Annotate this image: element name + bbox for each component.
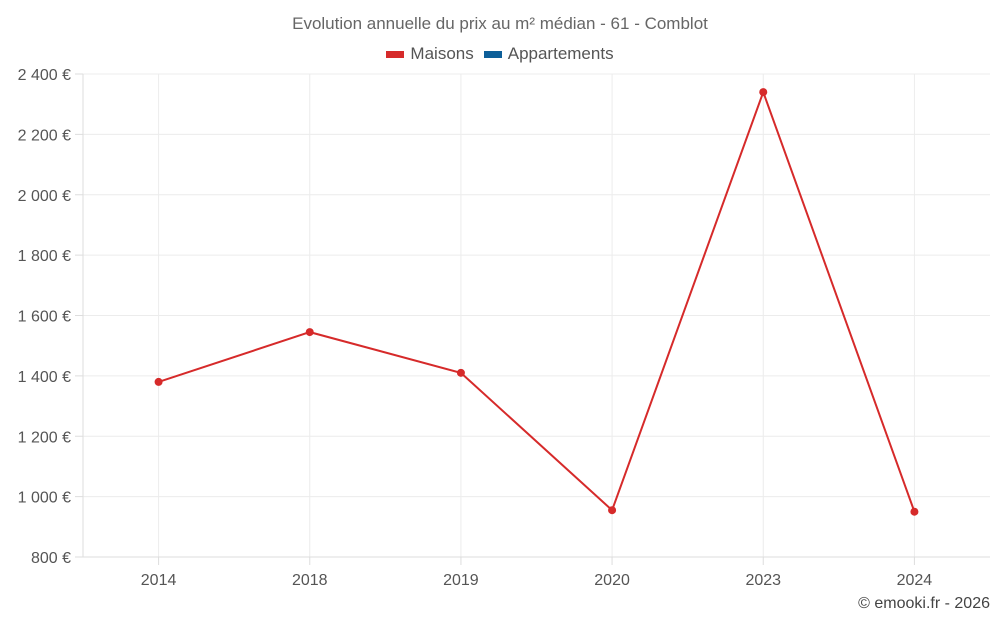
y-tick-label: 1 000 € — [18, 490, 71, 507]
series — [154, 88, 919, 516]
chart-title: Evolution annuelle du prix au m² médian … — [292, 14, 708, 33]
data-point-maisons[interactable] — [910, 507, 919, 516]
data-point-maisons[interactable] — [154, 377, 163, 386]
y-tick-label: 2 000 € — [18, 188, 71, 205]
y-tick-label: 1 800 € — [18, 248, 71, 265]
legend-swatch-appartements — [483, 50, 502, 58]
legend-swatch-maisons — [386, 50, 405, 58]
data-point-maisons[interactable] — [456, 368, 465, 377]
x-tick-label: 2020 — [594, 572, 630, 589]
legend-label-maisons: Maisons — [410, 44, 474, 63]
x-tick-label: 2019 — [443, 572, 479, 589]
data-point-maisons[interactable] — [759, 88, 768, 97]
x-tick-label: 2018 — [292, 572, 328, 589]
y-axis-ticks: 800 € 1 000 € 1 200 € 1 400 € 1 600 € 1 800 €… — [18, 67, 83, 567]
y-tick-label: 2 200 € — [18, 127, 71, 144]
y-tick-label: 1 400 € — [18, 369, 71, 386]
legend-item-appartements[interactable]: Appartements — [483, 44, 614, 64]
y-tick-label: 1 600 € — [18, 309, 71, 326]
x-tick-label: 2023 — [745, 572, 781, 589]
credit-text: © emooki.fr - 2026 — [858, 595, 990, 612]
data-point-maisons[interactable] — [305, 328, 314, 337]
y-tick-label: 1 200 € — [18, 429, 71, 446]
legend: Maisons Appartements — [0, 44, 1000, 64]
x-axis-ticks: 2014 2018 2019 2020 2023 2024 — [141, 557, 933, 589]
series-line-maisons — [158, 89, 916, 513]
x-tick-label: 2024 — [897, 572, 933, 589]
legend-item-maisons[interactable]: Maisons — [386, 44, 474, 64]
y-tick-label: 800 € — [31, 550, 71, 567]
legend-label-appartements: Appartements — [507, 44, 614, 63]
x-tick-label: 2014 — [141, 572, 177, 589]
data-point-maisons[interactable] — [608, 506, 617, 515]
y-tick-label: 2 400 € — [18, 67, 71, 84]
grid — [83, 73, 990, 558]
